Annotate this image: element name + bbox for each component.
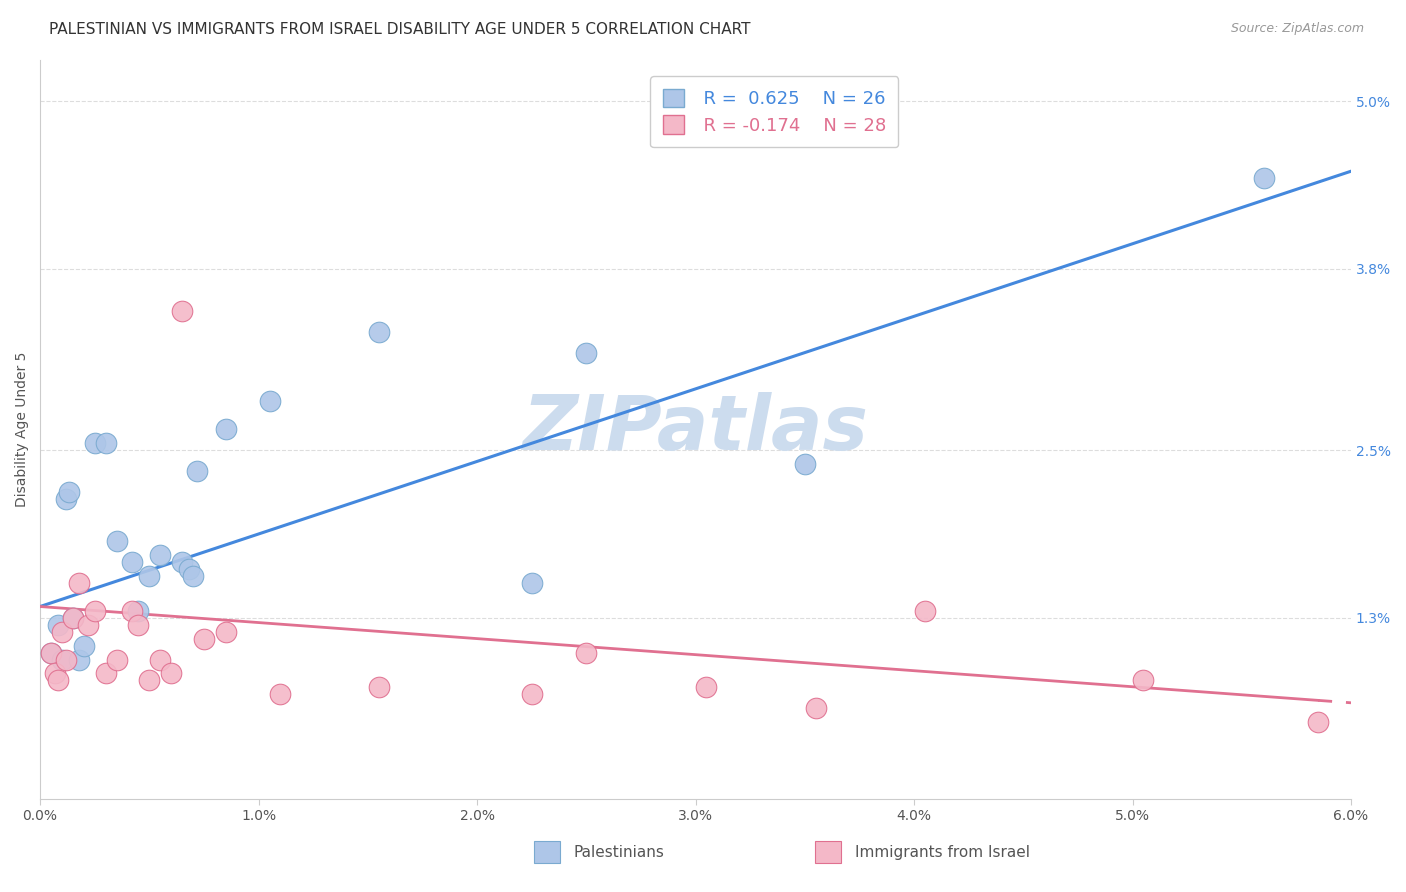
Text: Source: ZipAtlas.com: Source: ZipAtlas.com (1230, 22, 1364, 36)
Point (94, 436, 117, 450)
Point (172, 555, 194, 569)
Point (1308, 715, 1330, 730)
Text: ZIPatlas: ZIPatlas (523, 392, 869, 467)
Point (793, 457, 815, 471)
Text: Immigrants from Israel: Immigrants from Israel (855, 845, 1029, 860)
Point (83, 436, 105, 450)
Point (51, 652, 73, 666)
Point (914, 604, 936, 618)
Point (39, 646, 62, 660)
Point (67, 652, 90, 666)
Point (177, 562, 200, 576)
FancyBboxPatch shape (534, 841, 560, 863)
Point (121, 555, 143, 569)
Y-axis label: Disability Age Under 5: Disability Age Under 5 (15, 351, 30, 507)
Point (367, 681, 389, 695)
Point (62, 610, 84, 624)
Point (269, 688, 291, 702)
Point (127, 617, 149, 632)
Text: PALESTINIAN VS IMMIGRANTS FROM ISRAEL DISABILITY AGE UNDER 5 CORRELATION CHART: PALESTINIAN VS IMMIGRANTS FROM ISRAEL DI… (49, 22, 751, 37)
Point (94, 666, 117, 681)
Point (149, 548, 172, 562)
Point (1132, 673, 1154, 688)
Point (520, 688, 543, 702)
Point (695, 681, 717, 695)
Point (172, 303, 194, 318)
Point (58, 485, 80, 500)
Point (193, 632, 215, 646)
Point (138, 673, 160, 688)
Point (73, 639, 96, 653)
Point (55, 652, 77, 666)
Point (160, 666, 183, 681)
Point (105, 533, 128, 548)
Point (1253, 171, 1275, 186)
Point (186, 464, 208, 478)
Point (367, 325, 389, 339)
Legend:   R =  0.625    N = 26,   R = -0.174    N = 28: R = 0.625 N = 26, R = -0.174 N = 28 (650, 76, 898, 147)
Point (46, 673, 69, 688)
FancyBboxPatch shape (815, 841, 841, 863)
Point (138, 569, 160, 583)
Text: Palestinians: Palestinians (574, 845, 665, 860)
Point (77, 617, 100, 632)
Point (127, 604, 149, 618)
Point (215, 624, 238, 639)
Point (149, 652, 172, 666)
Point (575, 345, 598, 359)
Point (44, 666, 66, 681)
Point (121, 604, 143, 618)
Point (55, 492, 77, 507)
Point (67, 575, 90, 590)
Point (804, 701, 827, 715)
Point (39, 646, 62, 660)
Point (105, 652, 128, 666)
Point (62, 610, 84, 624)
Point (259, 394, 281, 409)
Point (575, 646, 598, 660)
Point (520, 575, 543, 590)
Point (51, 624, 73, 639)
Point (215, 422, 238, 436)
Point (46, 617, 69, 632)
Point (83, 604, 105, 618)
Point (181, 569, 204, 583)
